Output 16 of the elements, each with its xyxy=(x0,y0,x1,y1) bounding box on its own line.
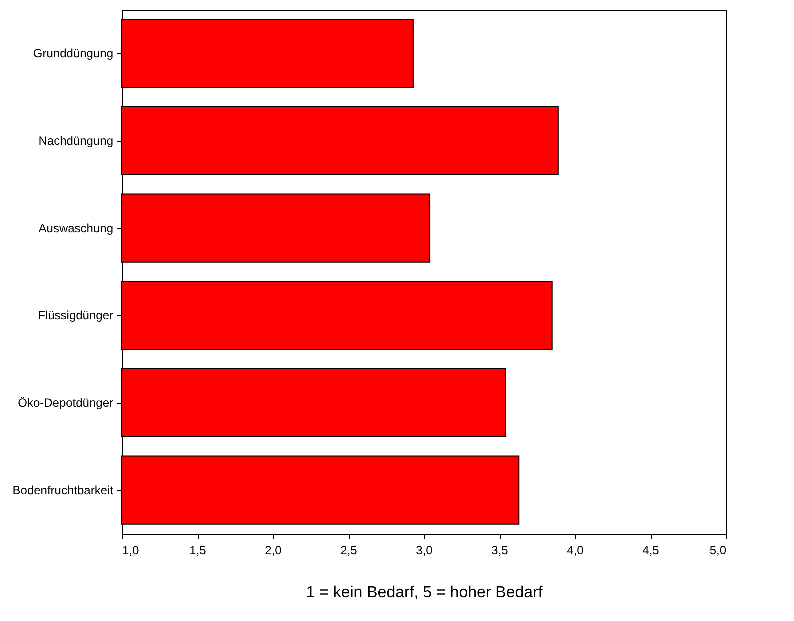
y-tick-label: Auswaschung xyxy=(38,221,114,236)
x-tick-label: 2,5 xyxy=(340,544,358,558)
x-tick-label: 5,0 xyxy=(710,544,727,558)
x-tick-label: 4,5 xyxy=(642,544,660,558)
y-tick-label: Nachdüngung xyxy=(38,134,114,148)
x-tick-label: 1,0 xyxy=(122,544,140,558)
y-tick-label: Öko-Depotdünger xyxy=(18,396,114,410)
y-tick-label: Grunddüngung xyxy=(33,46,114,61)
y-tick-label: Bodenfruchtbarkeit xyxy=(12,483,114,498)
x-tick-label: 1,5 xyxy=(190,544,207,558)
x-tick-label: 3,0 xyxy=(416,544,434,558)
y-tick-label: Flüssigdünger xyxy=(38,308,114,323)
x-tick-label: 3,5 xyxy=(492,544,509,558)
x-tick-label: 2,0 xyxy=(265,544,282,558)
x-axis-title: 1 = kein Bedarf, 5 = hoher Bedarf xyxy=(306,584,544,602)
x-tick-label: 4,0 xyxy=(567,544,584,558)
